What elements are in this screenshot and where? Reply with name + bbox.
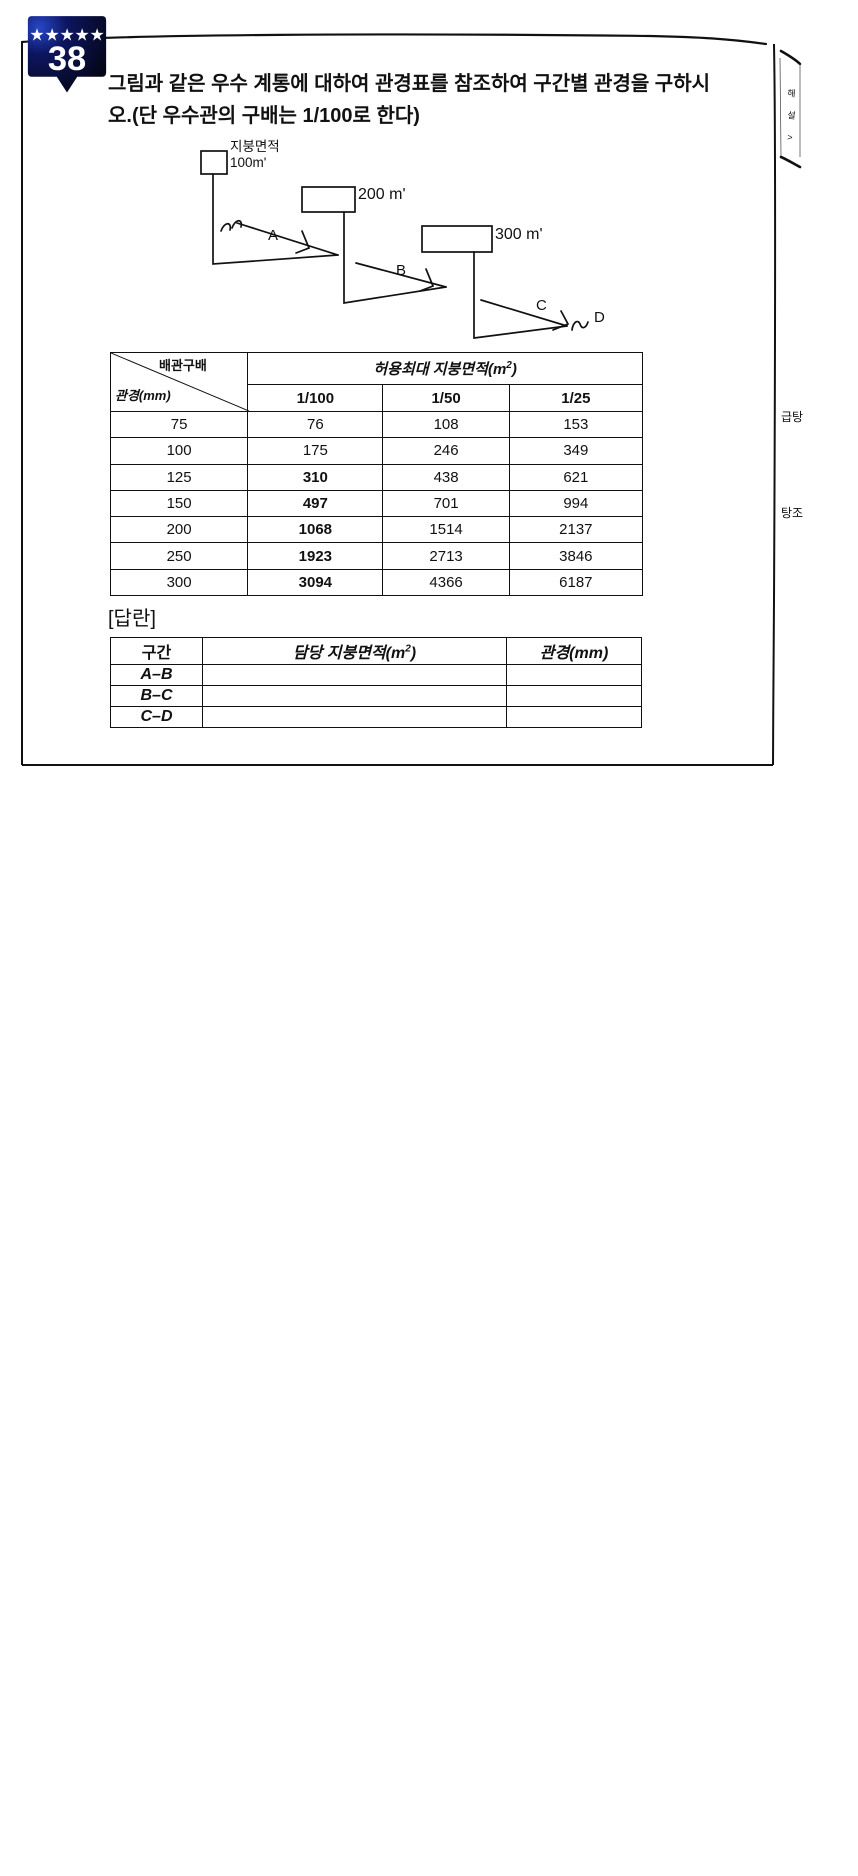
svg-text:200 m': 200 m' — [358, 186, 406, 203]
svg-text:B: B — [396, 262, 406, 279]
svg-text:300 m': 300 m' — [495, 226, 543, 243]
svg-text:D: D — [594, 309, 605, 326]
svg-text:C: C — [536, 297, 547, 314]
svg-text:A: A — [268, 227, 278, 244]
svg-text:100m': 100m' — [230, 155, 266, 170]
svg-text:지붕면적: 지붕면적 — [230, 139, 280, 154]
